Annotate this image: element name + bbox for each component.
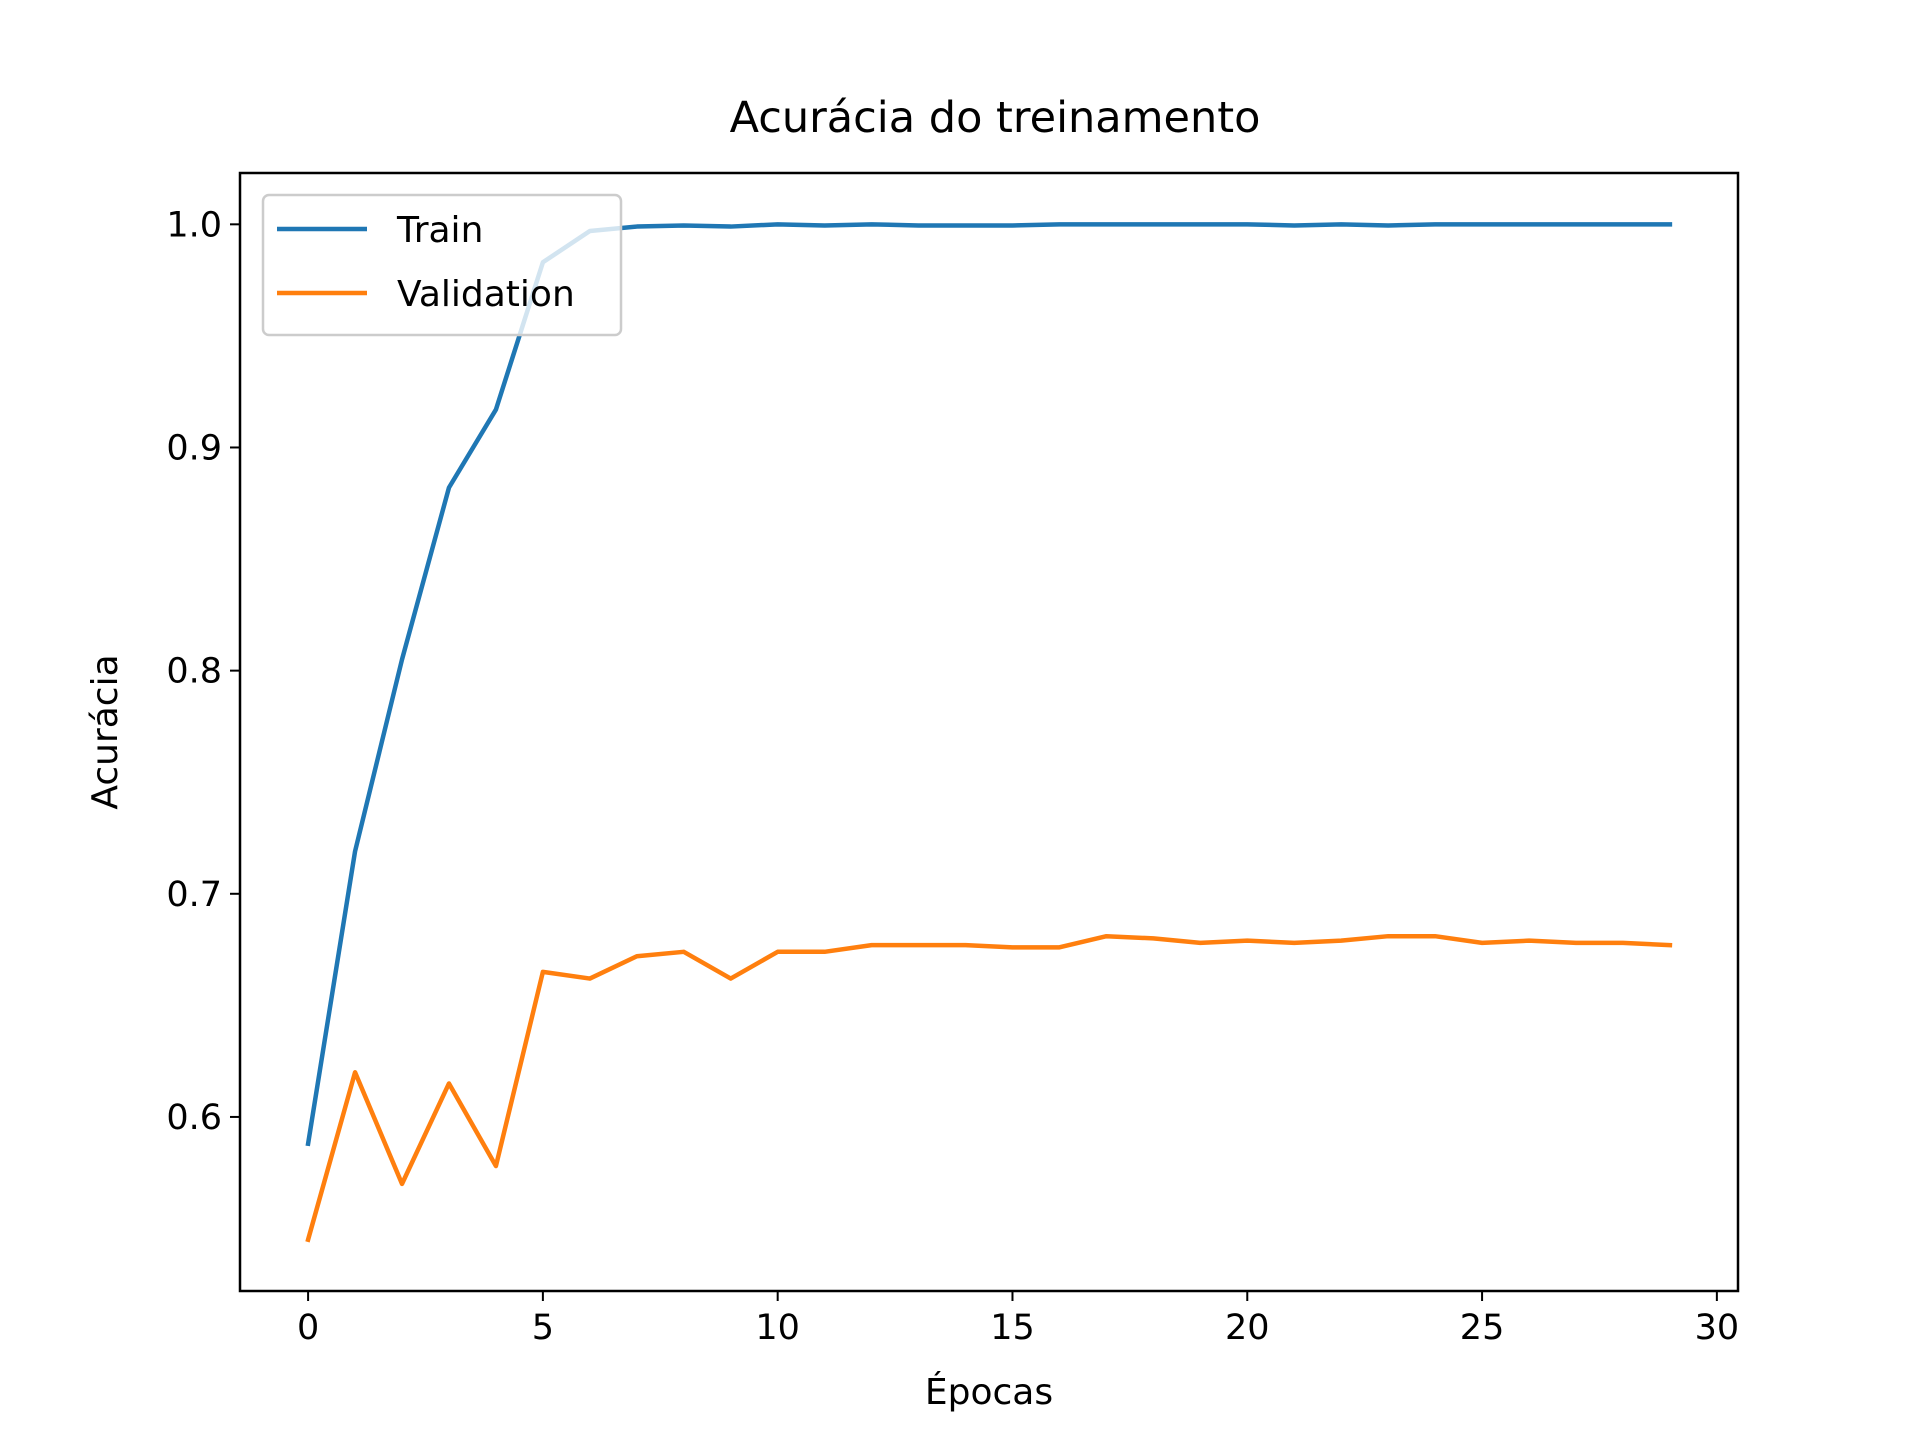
y-axis-label: Acurácia [85,654,126,809]
y-tick-label: 1.0 [166,205,222,245]
x-tick-label: 15 [990,1308,1035,1348]
y-axis: 0.6 0.7 0.8 0.9 1.0 [166,205,240,1138]
legend: Train Validation [261,193,623,337]
y-tick-label: 0.6 [166,1098,222,1138]
plot-area: 0 5 10 15 20 25 30 0.6 0.7 0.8 0.9 1.0 [166,171,1740,1348]
y-tick-label: 0.7 [166,875,222,915]
axes-frame [238,171,1740,1293]
x-tick-label: 25 [1460,1308,1505,1348]
series-line-validation [305,933,1673,1243]
x-tick-label: 20 [1225,1308,1270,1348]
x-tick-label: 30 [1695,1308,1740,1348]
y-tick-label: 0.8 [166,652,222,692]
legend-label-train: Train [396,210,483,251]
x-tick-label: 5 [532,1308,554,1348]
x-tick-label: 10 [755,1308,800,1348]
x-tick-label: 0 [297,1308,319,1348]
legend-label-validation: Validation [397,274,575,315]
x-axis-label: Épocas [925,1371,1053,1413]
x-axis: 0 5 10 15 20 25 30 [297,1291,1739,1348]
chart-title: Acurácia do treinamento [730,93,1261,143]
y-tick-label: 0.9 [166,428,222,468]
